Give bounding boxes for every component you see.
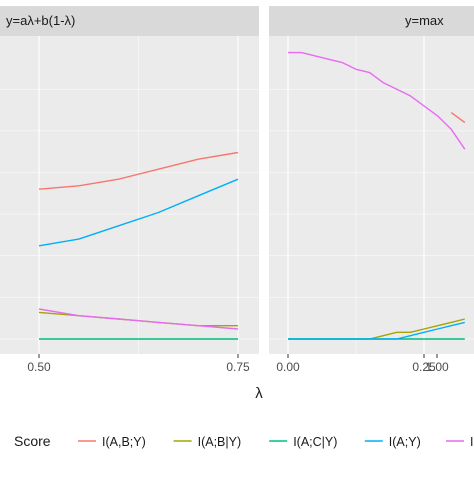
legend-item-i-a-b-y: I(A;B|Y) <box>173 435 242 449</box>
grid-left <box>0 36 259 354</box>
series-line-left-i-a-c <box>38 308 239 330</box>
legend: Score I(A,B;Y) I(A;B|Y) I(A;C|Y) I(A;Y) I(A;… <box>14 433 474 449</box>
panel-right <box>269 36 474 354</box>
legend-items: I(A,B;Y) I(A;B|Y) I(A;C|Y) I(A;Y) I(A;C) <box>78 435 474 449</box>
strip-right <box>269 6 474 36</box>
legend-item-i-a-c: I(A;C) <box>446 435 474 449</box>
facet-right: y=max 0.00 0.25 <box>269 6 474 374</box>
x-tick-label: 1.00 <box>425 360 449 374</box>
strip-right-title: y=max <box>405 13 444 28</box>
series-line-left-i-a-b-y <box>38 151 239 190</box>
series-left <box>38 151 239 340</box>
series-right <box>288 51 466 340</box>
x-ticks-right: 0.00 0.25 <box>276 354 436 374</box>
legend-label: I(A;Y) <box>389 435 421 449</box>
legend-title: Score <box>14 433 51 449</box>
legend-label: I(A,B;Y) <box>102 435 146 449</box>
series-line-left-i-a-y <box>38 178 239 247</box>
series-line-right-i-a-y <box>288 321 465 340</box>
legend-item-i-a-b-y: I(A,B;Y) <box>78 435 146 449</box>
strip-left-title: y=aλ+b(1-λ) <box>6 13 75 28</box>
x-tick-label: 0.50 <box>27 360 51 374</box>
grid-right <box>269 36 474 354</box>
series-line-right-i-a-b-y <box>450 112 466 124</box>
x-ticks-left: 0.50 0.75 1.00 <box>27 354 449 374</box>
x-axis-label: λ <box>255 385 263 402</box>
legend-label: I(A;C|Y) <box>293 435 337 449</box>
legend-item-i-a-y: I(A;Y) <box>364 435 421 449</box>
legend-label: I(A;B|Y) <box>198 435 242 449</box>
legend-item-i-a-c-y: I(A;C|Y) <box>269 435 337 449</box>
facet-left: y=aλ+b(1-λ) 0.50 0.75 1.00 λ <box>0 6 449 402</box>
legend-label: I(A;C) <box>470 435 474 449</box>
x-tick-label: 0.75 <box>226 360 250 374</box>
series-line-right-i-a-c <box>288 51 466 150</box>
x-tick-label: 0.00 <box>276 360 300 374</box>
strip-left <box>0 6 259 36</box>
x-tick-label: 0.25 <box>412 360 436 374</box>
